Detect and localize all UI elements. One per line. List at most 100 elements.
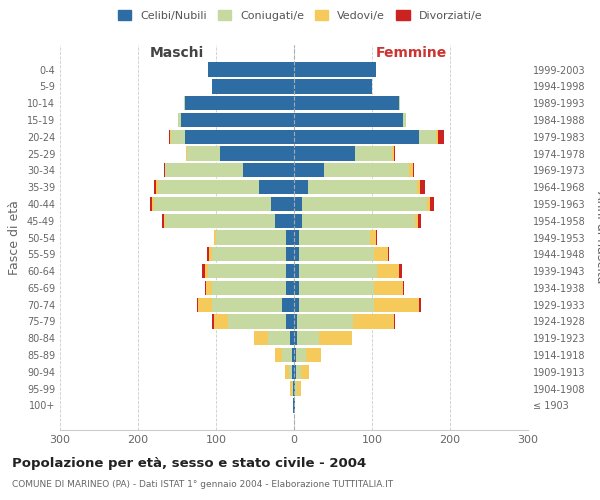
Bar xyxy=(418,214,421,228)
Bar xyxy=(353,314,394,328)
Bar xyxy=(294,197,302,211)
Bar xyxy=(212,298,283,312)
Bar xyxy=(323,163,409,178)
Bar xyxy=(294,247,299,262)
Bar xyxy=(286,280,294,295)
Bar xyxy=(185,130,294,144)
Bar xyxy=(299,264,377,278)
Bar xyxy=(301,364,309,379)
Bar xyxy=(294,62,376,77)
Bar xyxy=(212,280,286,295)
Bar xyxy=(394,146,395,160)
Bar xyxy=(294,80,372,94)
Bar xyxy=(297,314,353,328)
Bar xyxy=(419,298,421,312)
Bar xyxy=(286,230,294,244)
Bar xyxy=(400,264,401,278)
Bar xyxy=(152,197,154,211)
Bar xyxy=(374,298,419,312)
Bar xyxy=(436,130,437,144)
Bar xyxy=(294,264,299,278)
Bar xyxy=(294,382,295,396)
Bar xyxy=(289,364,292,379)
Bar xyxy=(294,96,400,110)
Bar xyxy=(169,130,170,144)
Bar xyxy=(294,314,297,328)
Bar xyxy=(292,348,294,362)
Bar xyxy=(212,80,294,94)
Bar xyxy=(283,298,294,312)
Bar xyxy=(437,130,444,144)
Bar xyxy=(403,280,404,295)
Bar xyxy=(212,247,286,262)
Bar xyxy=(377,264,400,278)
Legend: Celibi/Nubili, Coniugati/e, Vedovi/e, Divorziati/e: Celibi/Nubili, Coniugati/e, Vedovi/e, Di… xyxy=(113,6,487,25)
Bar xyxy=(286,264,294,278)
Bar xyxy=(259,180,294,194)
Bar xyxy=(292,382,293,396)
Bar xyxy=(294,130,419,144)
Bar xyxy=(228,314,286,328)
Bar xyxy=(394,314,395,328)
Bar xyxy=(296,364,301,379)
Bar xyxy=(294,214,302,228)
Bar xyxy=(202,264,205,278)
Bar xyxy=(293,382,294,396)
Bar xyxy=(290,331,294,345)
Bar xyxy=(413,163,414,178)
Bar xyxy=(286,247,294,262)
Bar xyxy=(205,280,206,295)
Bar xyxy=(417,180,421,194)
Bar xyxy=(214,314,228,328)
Bar xyxy=(244,163,294,178)
Bar xyxy=(151,197,152,211)
Text: Popolazione per età, sesso e stato civile - 2004: Popolazione per età, sesso e stato civil… xyxy=(12,458,366,470)
Bar xyxy=(294,280,299,295)
Bar xyxy=(415,214,418,228)
Bar xyxy=(206,280,212,295)
Bar xyxy=(421,180,425,194)
Bar xyxy=(403,113,406,127)
Text: Femmine: Femmine xyxy=(376,46,446,60)
Text: Maschi: Maschi xyxy=(150,46,204,60)
Bar xyxy=(294,230,299,244)
Bar xyxy=(283,348,292,362)
Bar xyxy=(294,398,295,412)
Bar xyxy=(187,146,220,160)
Bar xyxy=(198,298,212,312)
Bar xyxy=(185,96,294,110)
Bar xyxy=(156,180,157,194)
Bar xyxy=(157,180,259,194)
Bar xyxy=(154,180,156,194)
Text: COMUNE DI MARINEO (PA) - Dati ISTAT 1° gennaio 2004 - Elaborazione TUTTITALIA.IT: COMUNE DI MARINEO (PA) - Dati ISTAT 1° g… xyxy=(12,480,393,489)
Bar xyxy=(271,197,294,211)
Bar xyxy=(286,314,294,328)
Bar xyxy=(299,280,374,295)
Bar xyxy=(299,247,374,262)
Bar xyxy=(268,331,290,345)
Bar xyxy=(212,314,214,328)
Bar xyxy=(294,298,299,312)
Bar xyxy=(294,146,355,160)
Bar xyxy=(164,163,165,178)
Bar xyxy=(166,214,275,228)
Bar xyxy=(164,214,165,228)
Bar xyxy=(197,298,198,312)
Bar xyxy=(319,331,352,345)
Bar xyxy=(419,130,436,144)
Bar xyxy=(296,348,307,362)
Bar xyxy=(297,331,319,345)
Bar xyxy=(370,230,376,244)
Y-axis label: Fasce di età: Fasce di età xyxy=(8,200,21,275)
Bar xyxy=(171,130,185,144)
Bar xyxy=(205,264,208,278)
Bar xyxy=(154,197,271,211)
Bar xyxy=(178,113,181,127)
Bar xyxy=(208,62,294,77)
Bar xyxy=(216,230,286,244)
Bar xyxy=(427,197,430,211)
Bar xyxy=(292,364,294,379)
Bar xyxy=(302,197,427,211)
Bar xyxy=(206,247,209,262)
Bar xyxy=(181,113,294,127)
